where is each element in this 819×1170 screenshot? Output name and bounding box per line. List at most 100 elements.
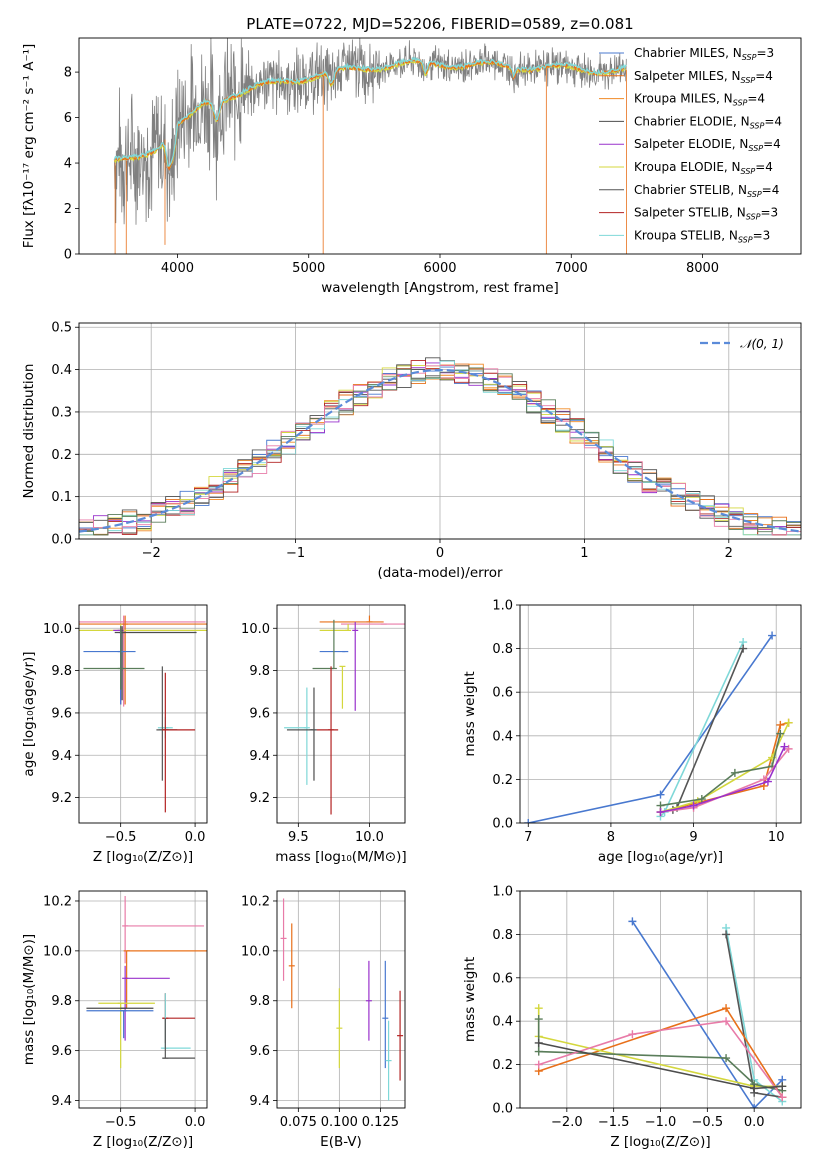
legend-subscript: SSP (742, 53, 757, 62)
y-tick-label: 0.2 (492, 1058, 513, 1073)
chart-title: PLATE=0722, MJD=52206, FIBERID=0589, z=0… (246, 15, 633, 33)
y-tick-label: 9.6 (249, 1044, 270, 1059)
data-point-marker (534, 1038, 543, 1047)
x-axis-label: Z [log₁₀(Z/Z⊙)] (93, 1134, 193, 1150)
legend-suffix: =3 (760, 206, 778, 220)
data-point-marker (628, 917, 637, 926)
mass-weight-line (538, 1020, 783, 1098)
y-axis-label: Flux [fλ10⁻¹⁷ erg cm⁻² s⁻¹ A⁻¹] (21, 44, 37, 249)
legend-subscript: SSP (741, 76, 756, 85)
y-tick-label: 9.8 (51, 994, 72, 1009)
data-point-marker (776, 729, 785, 738)
data-point-marker (768, 631, 777, 640)
legend-entry: Kroupa MILES, NSSP=4 (634, 92, 765, 108)
y-tick-label: 10.0 (43, 944, 72, 959)
x-tick-label: 5000 (292, 261, 325, 276)
x-tick-label: −2 (142, 546, 161, 561)
data-point-marker (534, 1047, 543, 1056)
residuals-panel: −2 −1 0 1 2 0.0 0.1 0.2 0.3 0.4 0.5 (data-model)/er… (21, 321, 802, 581)
legend-subscript: SSP (741, 167, 756, 176)
x-axis-label: mass [log₁₀(M/M⊙)] (275, 849, 406, 865)
error-bars (280, 898, 404, 1101)
legend-text: Chabrier ELODIE, N (634, 114, 750, 128)
x-tick-label: 10.0 (355, 830, 384, 845)
x-tick-label: 7000 (555, 261, 588, 276)
x-tick-label: 4000 (161, 261, 194, 276)
y-tick-label: 0.6 (492, 686, 513, 701)
data-point-marker (722, 1004, 731, 1013)
age-vs-mass-panel: 9.5 10.0 9.2 9.4 9.6 9.8 10.0 mass [log₁₀(M/M⊙)… (241, 604, 407, 865)
axes-frame (276, 604, 406, 824)
data-point-marker (750, 1084, 759, 1093)
legend-text: Kroupa ELODIE, N (634, 160, 741, 174)
y-tick-label: 0.0 (492, 1102, 513, 1117)
x-tick-label: −0.5 (692, 1115, 724, 1130)
x-tick-label: −1 (286, 546, 305, 561)
legend-entry: 𝒩(0, 1) (740, 337, 784, 351)
y-tick-label: 1.0 (492, 885, 513, 900)
data-point-marker (763, 777, 772, 786)
residual-histogram (79, 365, 801, 536)
y-tick-label: 10.0 (241, 944, 270, 959)
legend-text: Salpeter ELODIE, N (634, 137, 748, 151)
mass-vs-Z-panel: −0.5 0.0 9.4 9.6 9.8 10.0 10.2 Z [log₁₀(Z/Z⊙)] m… (21, 890, 208, 1150)
y-tick-label: 9.4 (249, 749, 270, 764)
y-tick-label: 9.4 (51, 1094, 72, 1109)
data-point-marker (780, 742, 789, 751)
legend-entry: Salpeter ELODIE, NSSP=4 (634, 137, 781, 153)
mass-weight-line (528, 635, 773, 823)
x-tick-label: 0.0 (744, 1115, 765, 1130)
axes-frame (78, 604, 208, 824)
x-tick-label: −0.5 (105, 830, 137, 845)
data-point-marker (739, 644, 748, 653)
data-point-marker (534, 1004, 543, 1013)
x-tick-label: 0.125 (362, 1115, 399, 1130)
x-tick-label: 0.100 (321, 1115, 358, 1130)
legend-entry: Salpeter MILES, NSSP=4 (634, 69, 773, 85)
y-tick-label: 0.1 (51, 490, 72, 505)
residual-histogram (79, 367, 801, 536)
x-tick-label: −1.0 (645, 1115, 677, 1130)
x-tick-label: 0.0 (185, 1115, 206, 1130)
y-tick-label: 0.0 (51, 533, 72, 548)
error-bars (284, 615, 405, 815)
y-tick-label: 0.2 (492, 773, 513, 788)
y-axis-label: mass [log₁₀(M/M⊙)] (21, 934, 37, 1065)
legend-subscript: SSP (733, 99, 748, 108)
mass-weight-line (672, 648, 744, 811)
x-tick-label: 0.0 (185, 830, 206, 845)
x-tick-label: 7 (524, 830, 532, 845)
y-tick-label: 1.0 (492, 599, 513, 614)
y-tick-label: 10.0 (43, 622, 72, 637)
data-point-marker (776, 720, 785, 729)
spectrum-lines (113, 38, 627, 254)
y-axis-label: mass weight (462, 671, 478, 756)
x-axis-label: Z [log₁₀(Z/Z⊙)] (93, 849, 193, 865)
data-point-marker (656, 790, 665, 799)
y-tick-label: 0.4 (51, 363, 72, 378)
y-tick-label: 0.0 (492, 817, 513, 832)
legend-suffix: =4 (763, 137, 781, 151)
data-point-marker (722, 1054, 731, 1063)
legend-entry: Kroupa STELIB, NSSP=3 (634, 228, 770, 244)
x-tick-label: 2 (725, 546, 733, 561)
weight-lines (524, 631, 793, 823)
legend-text: Salpeter MILES, N (634, 69, 741, 83)
weight-lines (534, 917, 787, 1108)
y-tick-label: 6 (64, 111, 72, 126)
x-axis-label: E(B-V) (320, 1134, 362, 1150)
x-tick-label: 8000 (686, 261, 719, 276)
legend-subscript: SSP (747, 190, 762, 199)
y-tick-label: 10.2 (43, 894, 72, 909)
data-point-marker (759, 775, 768, 784)
residual-histograms (79, 357, 801, 536)
y-tick-label: 0.2 (51, 448, 72, 463)
data-point-marker (778, 1093, 787, 1102)
y-tick-label: 0.5 (51, 321, 72, 336)
legend-suffix: =4 (762, 183, 780, 197)
axes-frame (78, 890, 208, 1109)
legend-suffix: =4 (755, 69, 773, 83)
axes-frame (519, 604, 802, 824)
data-point-marker (656, 808, 665, 817)
